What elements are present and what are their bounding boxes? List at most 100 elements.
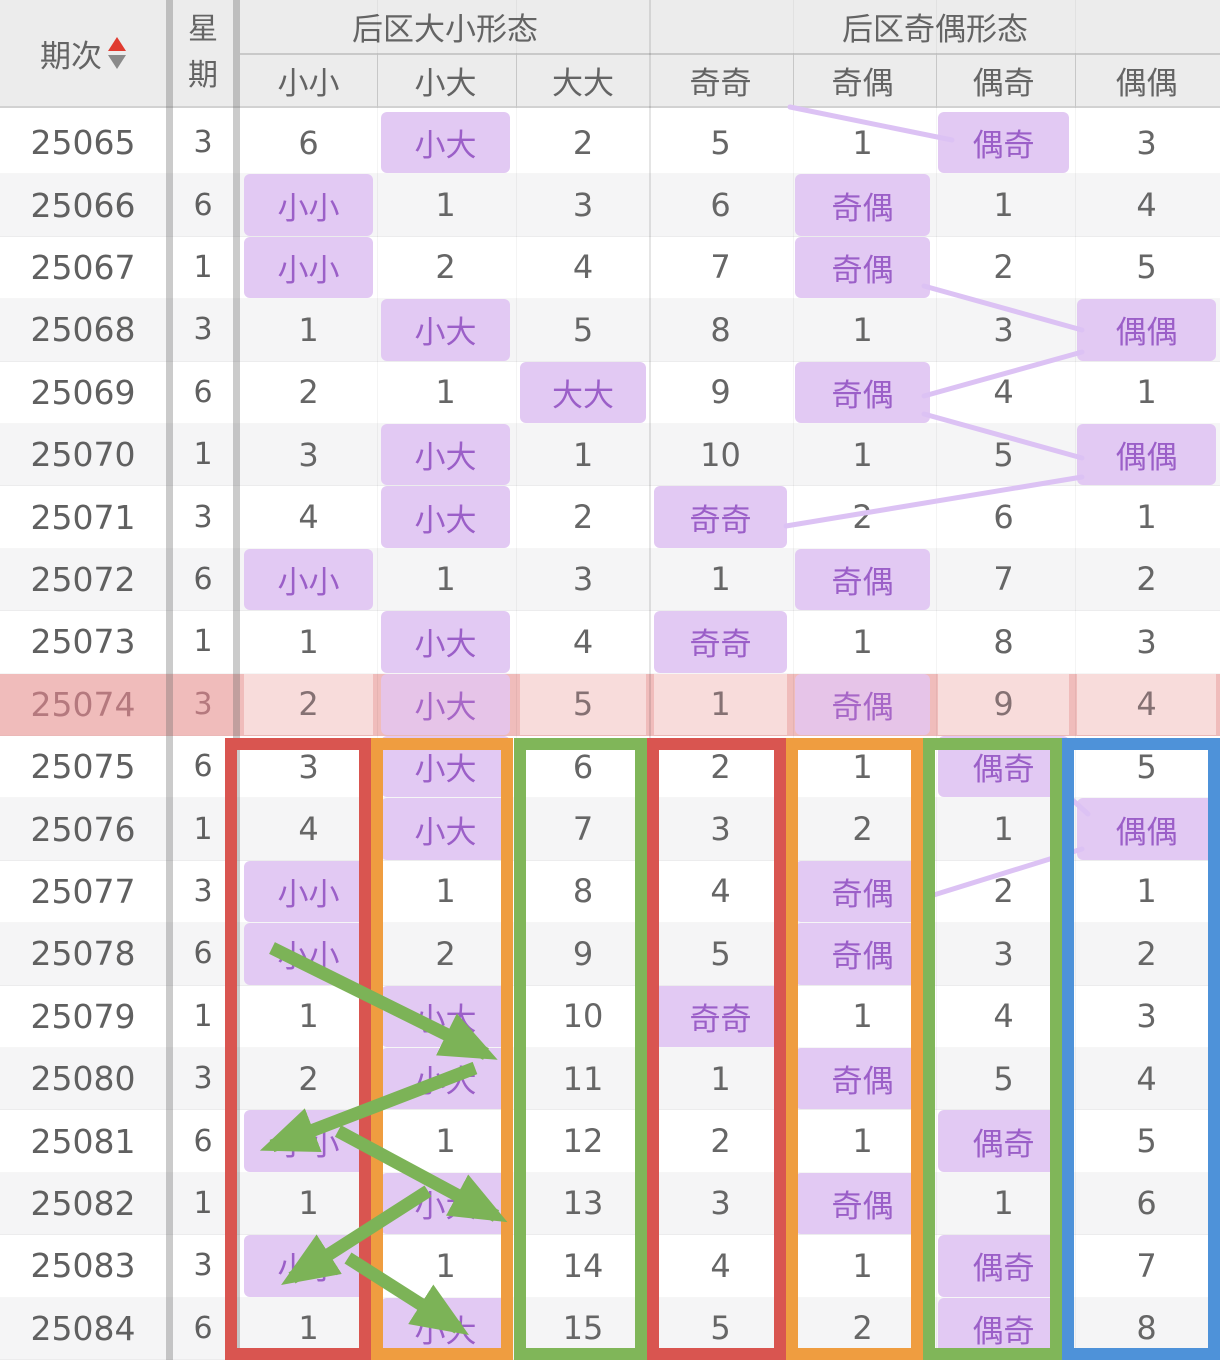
table-row[interactable]: 25073 1 1 小大 4 奇奇 1 8 3 — [0, 611, 1220, 674]
pattern-cell: 4 — [993, 373, 1014, 412]
table-row[interactable]: 25070 1 3 小大 1 10 1 5 偶偶 — [0, 424, 1220, 487]
week-cell: 6 — [193, 749, 213, 785]
pattern-cell: 2 — [852, 498, 873, 537]
pattern-cell-highlighted: 偶奇 — [936, 1297, 1071, 1359]
pattern-cell: 5 — [710, 1309, 731, 1348]
table-row[interactable]: 25075 6 3 小大 6 2 1 偶奇 5 — [0, 736, 1220, 799]
pattern-cell: 1 — [993, 810, 1014, 849]
table-row[interactable]: 25081 6 小小 1 12 2 1 偶奇 5 — [0, 1110, 1220, 1173]
table-row[interactable]: 25072 6 小小 1 3 1 奇偶 7 2 — [0, 548, 1220, 612]
pattern-cell: 2 — [1136, 934, 1157, 973]
column-line — [516, 0, 517, 1360]
week-cell: 3 — [193, 1248, 213, 1284]
pattern-cell: 1 — [298, 997, 319, 1036]
pattern-cell: 9 — [572, 934, 594, 973]
pattern-cell: 1 — [435, 186, 456, 225]
pattern-cell: 9 — [936, 673, 1071, 735]
pattern-cell: 1 — [710, 1059, 731, 1098]
pattern-cell: 9 — [710, 373, 731, 412]
divider-bar — [233, 0, 240, 1360]
pattern-cell: 10 — [562, 997, 604, 1036]
pattern-cell-highlighted: 偶奇 — [936, 736, 1071, 798]
pattern-cell: 8 — [993, 622, 1014, 661]
table-row[interactable]: 25080 3 2 小大 11 1 奇偶 5 4 — [0, 1048, 1220, 1111]
pattern-cell: 7 — [710, 248, 731, 287]
period-cell: 25065 — [30, 123, 136, 163]
table-row[interactable]: 25068 3 1 小大 5 8 1 3 偶偶 — [0, 299, 1220, 362]
pattern-cell: 2 — [852, 1309, 873, 1348]
pattern-cell: 8 — [710, 310, 731, 349]
table-row[interactable]: 25076 1 4 小大 7 3 2 1 偶偶 — [0, 798, 1220, 861]
pattern-cell: 12 — [562, 1122, 604, 1161]
pattern-cell: 1 — [298, 310, 319, 349]
pattern-cell-highlighted: 奇偶 — [793, 174, 932, 236]
pattern-cell: 4 — [993, 997, 1014, 1036]
pattern-cell-highlighted: 小小 — [242, 860, 375, 923]
pattern-cell: 1 — [435, 1246, 456, 1285]
pattern-cell: 4 — [1075, 673, 1218, 735]
pattern-cell-highlighted: 奇偶 — [793, 1048, 932, 1110]
pattern-cell-highlighted: 奇奇 — [652, 611, 789, 673]
pattern-cell: 2 — [710, 1122, 731, 1161]
pattern-cell: 5 — [1136, 248, 1157, 287]
period-cell: 25079 — [30, 996, 136, 1036]
table-row[interactable]: 25069 6 2 1 大大 9 奇偶 4 1 — [0, 361, 1220, 424]
pattern-cell-highlighted: 小大 — [379, 1297, 512, 1359]
pattern-cell-highlighted: 小大 — [379, 486, 512, 548]
pattern-cell: 1 — [435, 872, 456, 911]
table-row[interactable]: 25079 1 1 小大 10 奇奇 1 4 3 — [0, 985, 1220, 1048]
subcolumn-header-3: 奇奇 — [689, 66, 752, 102]
header-separator — [516, 55, 517, 106]
week-column-header: 星期 — [173, 0, 233, 106]
pattern-cell-highlighted: 小大 — [379, 112, 512, 174]
pattern-cell-highlighted: 小大 — [379, 673, 512, 735]
table-row[interactable]: 25078 6 小小 2 9 5 奇偶 3 2 — [0, 923, 1220, 986]
table-row[interactable]: 25083 3 小小 1 14 4 1 偶奇 7 — [0, 1235, 1220, 1298]
table-row[interactable]: 25084 6 1 小大 15 5 2 偶奇 8 — [0, 1297, 1220, 1360]
pattern-cell-highlighted: 奇偶 — [793, 548, 932, 611]
table-row[interactable]: 25066 6 小小 1 3 6 奇偶 1 4 — [0, 174, 1220, 237]
pattern-cell-highlighted: 偶奇 — [936, 1110, 1071, 1172]
period-column-header[interactable]: 期次 — [0, 0, 166, 106]
period-cell: 25073 — [30, 622, 136, 662]
pattern-cell: 3 — [993, 310, 1014, 349]
table-row[interactable]: 25077 3 小小 1 8 4 奇偶 2 1 — [0, 860, 1220, 924]
table-row[interactable]: 25071 3 4 小大 2 奇奇 2 6 1 — [0, 486, 1220, 549]
table-row[interactable]: 25082 1 1 小大 13 3 奇偶 1 6 — [0, 1172, 1220, 1236]
pattern-cell: 11 — [562, 1059, 604, 1098]
pattern-cell: 6 — [1136, 1184, 1157, 1223]
pattern-cell-highlighted: 小大 — [379, 736, 512, 798]
pattern-cell: 3 — [710, 1184, 731, 1223]
table-row[interactable]: 25065 3 6 小大 2 5 1 偶奇 3 — [0, 112, 1220, 175]
sort-down-icon — [108, 55, 126, 69]
subcolumn-header-2: 大大 — [552, 66, 614, 102]
subcolumn-header-0: 小小 — [277, 66, 340, 102]
pattern-cell: 3 — [298, 435, 319, 474]
period-cell: 25072 — [30, 559, 136, 599]
sort-icon[interactable] — [108, 37, 126, 69]
table-row[interactable]: 25067 1 小小 2 4 7 奇偶 2 5 — [0, 236, 1220, 300]
table-row[interactable]: 25074 3 2 小大 5 1 奇偶 9 4 — [0, 673, 1220, 736]
pattern-cell: 5 — [993, 435, 1014, 474]
pattern-cell: 2 — [993, 872, 1014, 911]
period-header-label: 期次 — [40, 38, 102, 75]
pattern-cell: 3 — [710, 810, 731, 849]
pattern-cell: 1 — [852, 1246, 873, 1285]
pattern-cell: 5 — [710, 123, 731, 162]
pattern-cell-highlighted: 偶偶 — [1075, 299, 1218, 361]
divider-bar — [166, 0, 173, 1360]
header-separator — [1075, 55, 1076, 106]
pattern-cell-highlighted: 小大 — [379, 1048, 512, 1110]
subcolumn-header-5: 偶奇 — [972, 66, 1035, 102]
pattern-cell-highlighted: 偶奇 — [936, 1235, 1071, 1297]
pattern-cell: 2 — [572, 498, 594, 537]
period-cell: 25069 — [30, 372, 136, 412]
pattern-cell-highlighted: 偶奇 — [936, 112, 1071, 174]
pattern-cell-highlighted: 小大 — [379, 985, 512, 1047]
group-header-big-small-label: 后区大小形态 — [352, 12, 538, 48]
pattern-cell: 1 — [298, 1184, 319, 1223]
group-header-odd-even: 后区奇偶形态 — [650, 0, 1220, 53]
pattern-cell: 2 — [1136, 560, 1157, 599]
pattern-cell: 2 — [298, 1059, 319, 1098]
